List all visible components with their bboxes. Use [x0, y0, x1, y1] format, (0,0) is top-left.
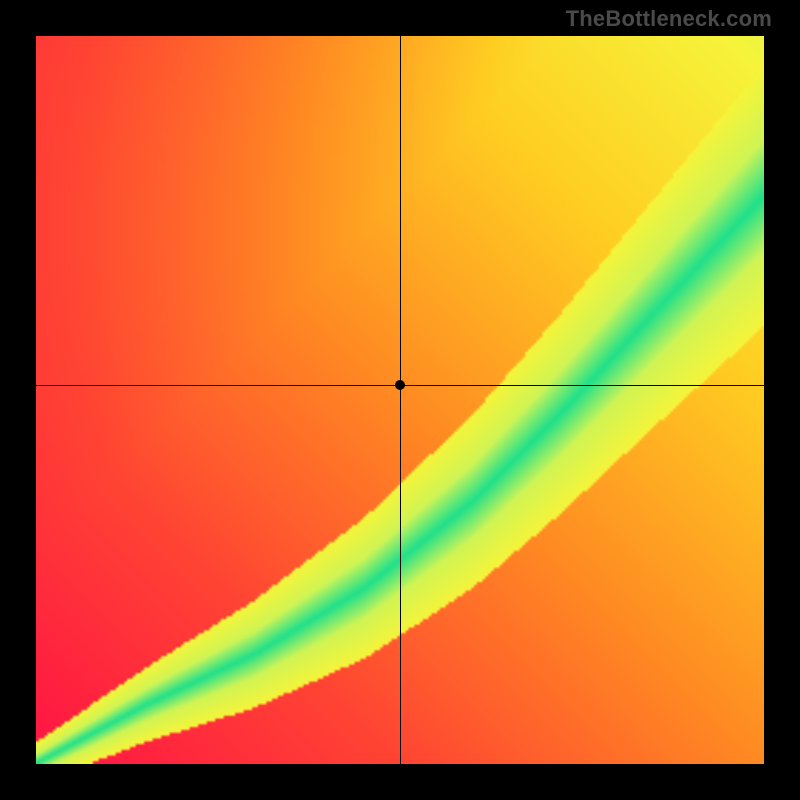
stage: TheBottleneck.com: [0, 0, 800, 800]
crosshair-dot: [395, 380, 405, 390]
crosshair-vertical: [400, 36, 401, 764]
watermark-text: TheBottleneck.com: [566, 6, 772, 32]
heatmap-plot: [36, 36, 764, 764]
